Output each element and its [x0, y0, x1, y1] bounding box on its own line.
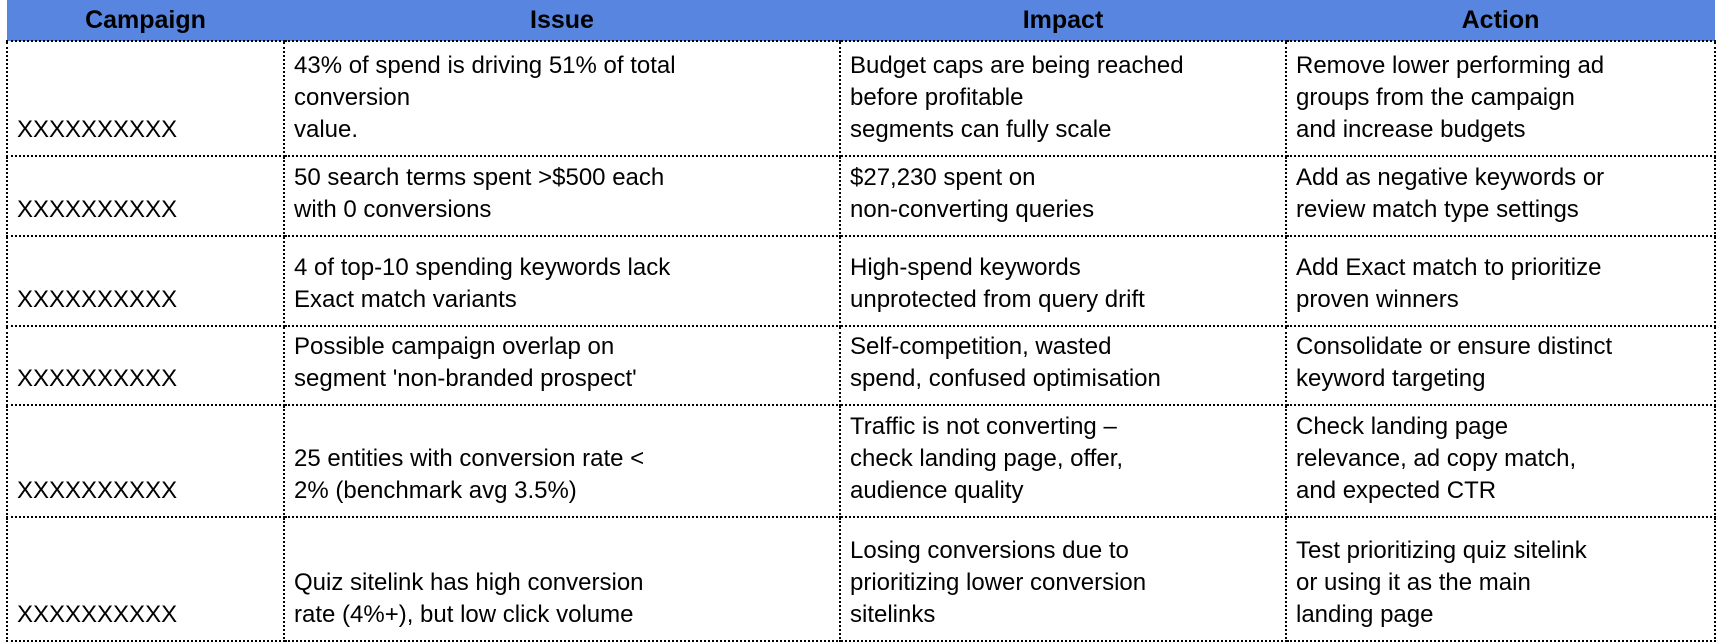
impact-cell[interactable]: Traffic is not converting – check landin… — [839, 404, 1287, 518]
column-header-campaign[interactable]: Campaign — [7, 0, 284, 42]
campaign-cell[interactable]: XXXXXXXXXX — [6, 325, 285, 406]
table-row: XXXXXXXXXX 4 of top-10 spending keywords… — [6, 235, 1716, 327]
action-cell[interactable]: Check landing page relevance, ad copy ma… — [1285, 404, 1716, 518]
campaign-cell[interactable]: XXXXXXXXXX — [6, 40, 285, 157]
column-header-action[interactable]: Action — [1286, 0, 1715, 42]
column-header-impact[interactable]: Impact — [840, 0, 1286, 42]
table-row: XXXXXXXXXX 50 search terms spent >$500 e… — [6, 155, 1716, 237]
impact-cell[interactable]: High-spend keywords unprotected from que… — [839, 235, 1287, 327]
action-cell[interactable]: Add Exact match to prioritize proven win… — [1285, 235, 1716, 327]
issue-cell[interactable]: Possible campaign overlap on segment 'no… — [283, 325, 841, 406]
impact-cell[interactable]: Losing conversions due to prioritizing l… — [839, 516, 1287, 642]
column-header-issue[interactable]: Issue — [284, 0, 840, 42]
campaign-cell[interactable]: XXXXXXXXXX — [6, 516, 285, 642]
action-cell[interactable]: Test prioritizing quiz sitelink or using… — [1285, 516, 1716, 642]
table-row: XXXXXXXXXX Possible campaign overlap on … — [6, 325, 1716, 406]
action-cell[interactable]: Consolidate or ensure distinct keyword t… — [1285, 325, 1716, 406]
issue-cell[interactable]: 43% of spend is driving 51% of total con… — [283, 40, 841, 157]
campaign-cell[interactable]: XXXXXXXXXX — [6, 404, 285, 518]
action-cell[interactable]: Add as negative keywords or review match… — [1285, 155, 1716, 237]
issue-cell[interactable]: 50 search terms spent >$500 each with 0 … — [283, 155, 841, 237]
impact-cell[interactable]: Budget caps are being reached before pro… — [839, 40, 1287, 157]
impact-cell[interactable]: $27,230 spent on non-converting queries — [839, 155, 1287, 237]
issue-cell[interactable]: 25 entities with conversion rate < 2% (b… — [283, 404, 841, 518]
issue-cell[interactable]: 4 of top-10 spending keywords lack Exact… — [283, 235, 841, 327]
action-cell[interactable]: Remove lower performing ad groups from t… — [1285, 40, 1716, 157]
campaign-cell[interactable]: XXXXXXXXXX — [6, 155, 285, 237]
campaign-cell[interactable]: XXXXXXXXXX — [6, 235, 285, 327]
table-row: XXXXXXXXXX 43% of spend is driving 51% o… — [6, 40, 1716, 157]
impact-cell[interactable]: Self-competition, wasted spend, confused… — [839, 325, 1287, 406]
table-row: XXXXXXXXXX 25 entities with conversion r… — [6, 404, 1716, 518]
issue-cell[interactable]: Quiz sitelink has high conversion rate (… — [283, 516, 841, 642]
campaign-issues-table: Campaign Issue Impact Action XXXXXXXXXX … — [6, 0, 1716, 642]
table-row: XXXXXXXXXX Quiz sitelink has high conver… — [6, 516, 1716, 642]
table-header-row: Campaign Issue Impact Action — [7, 0, 1715, 42]
campaign-issues-table-wrap: Campaign Issue Impact Action XXXXXXXXXX … — [6, 0, 1716, 642]
